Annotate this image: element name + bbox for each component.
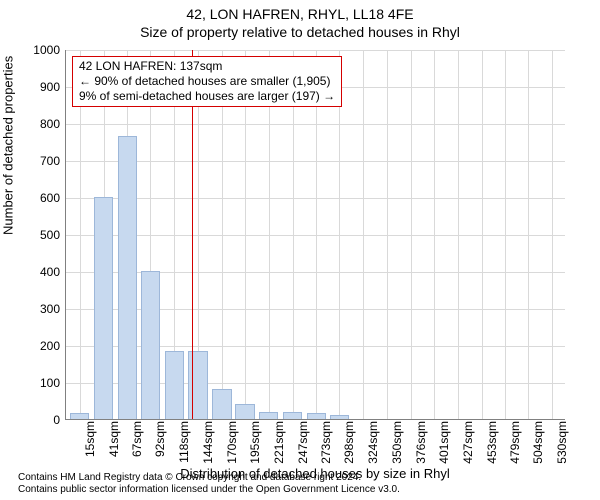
histogram-bar xyxy=(235,404,254,419)
footer-line-1: Contains HM Land Registry data © Crown c… xyxy=(18,472,400,484)
gridline-vertical xyxy=(482,50,483,419)
gridline-vertical xyxy=(411,50,412,419)
x-tick-label: 298sqm xyxy=(342,421,356,471)
annotation-line: 9% of semi-detached houses are larger (1… xyxy=(79,89,335,104)
y-tick-label: 800 xyxy=(40,117,60,131)
x-tick-label: 427sqm xyxy=(461,421,475,471)
x-tick-label: 401sqm xyxy=(437,421,451,471)
histogram-bar xyxy=(165,351,184,419)
chart-container: 42, LON HAFREN, RHYL, LL18 4FE Size of p… xyxy=(0,0,600,500)
y-tick-label: 900 xyxy=(40,80,60,94)
y-tick-label: 0 xyxy=(53,413,60,427)
x-tick-label: 15sqm xyxy=(83,421,97,471)
histogram-bar xyxy=(70,413,89,419)
x-tick-label: 195sqm xyxy=(248,421,262,471)
footer-line-2: Contains public sector information licen… xyxy=(18,484,400,496)
annotation-line: 42 LON HAFREN: 137sqm xyxy=(79,59,335,74)
histogram-bar xyxy=(212,389,231,419)
x-tick-label: 273sqm xyxy=(319,421,333,471)
histogram-bar xyxy=(283,412,302,419)
x-tick-label: 247sqm xyxy=(296,421,310,471)
footer-attribution: Contains HM Land Registry data © Crown c… xyxy=(18,472,400,496)
x-tick-label: 221sqm xyxy=(272,421,286,471)
x-tick-label: 453sqm xyxy=(485,421,499,471)
reference-annotation: 42 LON HAFREN: 137sqm← 90% of detached h… xyxy=(72,56,342,107)
y-tick-label: 100 xyxy=(40,376,60,390)
x-tick-label: 170sqm xyxy=(225,421,239,471)
x-tick-label: 144sqm xyxy=(201,421,215,471)
y-tick-label: 200 xyxy=(40,339,60,353)
y-axis-title: Number of detached properties xyxy=(1,56,16,235)
x-tick-label: 67sqm xyxy=(130,421,144,471)
x-tick-label: 530sqm xyxy=(555,421,569,471)
gridline-vertical xyxy=(458,50,459,419)
x-tick-label: 324sqm xyxy=(366,421,380,471)
y-tick-label: 700 xyxy=(40,154,60,168)
x-tick-label: 92sqm xyxy=(153,421,167,471)
histogram-bar xyxy=(259,412,278,419)
plot-area: 42 LON HAFREN: 137sqm← 90% of detached h… xyxy=(65,50,565,420)
gridline-vertical xyxy=(552,50,553,419)
y-tick-label: 600 xyxy=(40,191,60,205)
histogram-bar xyxy=(141,271,160,419)
y-tick-label: 400 xyxy=(40,265,60,279)
histogram-bar xyxy=(94,197,113,419)
x-tick-label: 41sqm xyxy=(107,421,121,471)
chart-address-title: 42, LON HAFREN, RHYL, LL18 4FE xyxy=(0,6,600,22)
y-tick-label: 1000 xyxy=(33,43,60,57)
gridline-vertical xyxy=(363,50,364,419)
x-tick-label: 376sqm xyxy=(414,421,428,471)
x-tick-label: 118sqm xyxy=(177,421,191,471)
gridline-vertical xyxy=(528,50,529,419)
gridline-vertical xyxy=(434,50,435,419)
histogram-bar xyxy=(307,413,326,419)
y-tick-label: 500 xyxy=(40,228,60,242)
x-tick-label: 350sqm xyxy=(390,421,404,471)
gridline-vertical xyxy=(505,50,506,419)
histogram-bar xyxy=(330,415,349,419)
annotation-line: ← 90% of detached houses are smaller (1,… xyxy=(79,74,335,89)
histogram-bar xyxy=(118,136,137,419)
y-tick-label: 300 xyxy=(40,302,60,316)
x-tick-label: 479sqm xyxy=(508,421,522,471)
chart-subtitle: Size of property relative to detached ho… xyxy=(0,24,600,40)
x-tick-label: 504sqm xyxy=(531,421,545,471)
gridline-vertical xyxy=(387,50,388,419)
